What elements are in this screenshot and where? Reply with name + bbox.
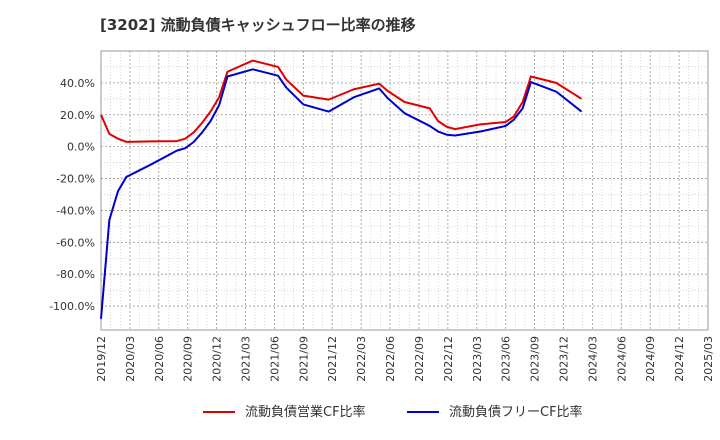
x-tick-label: 2023/12 bbox=[557, 336, 570, 382]
y-tick-label: -40.0% bbox=[56, 204, 95, 217]
grid-layer bbox=[100, 50, 709, 331]
y-tick-label: 20.0% bbox=[60, 109, 95, 122]
x-tick-label: 2020/09 bbox=[182, 336, 195, 382]
axis-layer: 40.0% 20.0% 0.0% -20.0% -40.0% -60.0% -80.0% -1… bbox=[49, 77, 715, 382]
x-tick-label: 2021/12 bbox=[326, 336, 339, 382]
legend-label-1: 流動負債営業CF比率 bbox=[245, 404, 366, 420]
x-tick-label: 2022/12 bbox=[442, 336, 455, 382]
y-tick-label: -100.0% bbox=[49, 300, 95, 313]
x-tick-label: 2023/03 bbox=[471, 336, 484, 382]
x-tick-label: 2024/09 bbox=[644, 336, 657, 382]
legend-label-2: 流動負債フリーCF比率 bbox=[449, 404, 583, 420]
y-tick-label: 0.0% bbox=[67, 141, 95, 154]
y-tick-label: -60.0% bbox=[56, 236, 95, 249]
series-layer bbox=[100, 59, 583, 319]
y-tick-label: -80.0% bbox=[56, 268, 95, 281]
x-tick-label: 2024/12 bbox=[673, 336, 686, 382]
x-tick-label: 2023/06 bbox=[500, 336, 513, 382]
x-tick-label: 2025/03 bbox=[702, 336, 715, 382]
x-tick-label: 2020/12 bbox=[211, 336, 224, 382]
x-tick-label: 2019/12 bbox=[95, 336, 108, 382]
x-tick-label: 2021/03 bbox=[240, 336, 253, 382]
x-tick-label: 2021/06 bbox=[268, 336, 281, 382]
x-tick-label: 2020/03 bbox=[124, 336, 137, 382]
x-tick-label: 2021/09 bbox=[297, 336, 310, 382]
x-tick-label: 2024/03 bbox=[586, 336, 599, 382]
x-tick-label: 2022/09 bbox=[413, 336, 426, 382]
y-tick-label: 40.0% bbox=[60, 77, 95, 90]
x-tick-label: 2022/06 bbox=[384, 336, 397, 382]
x-tick-label: 2020/06 bbox=[153, 336, 166, 382]
chart-title: [3202] 流動負債キャッシュフロー比率の推移 bbox=[100, 16, 416, 34]
x-tick-label: 2023/09 bbox=[529, 336, 542, 382]
series-line-2 bbox=[100, 68, 583, 319]
x-tick-label: 2022/03 bbox=[355, 336, 368, 382]
y-tick-label: -20.0% bbox=[56, 173, 95, 186]
legend: 流動負債営業CF比率 流動負債フリーCF比率 bbox=[203, 404, 583, 420]
plot-area bbox=[100, 50, 709, 331]
series-line-1 bbox=[100, 59, 583, 143]
x-tick-label: 2024/06 bbox=[615, 336, 628, 382]
